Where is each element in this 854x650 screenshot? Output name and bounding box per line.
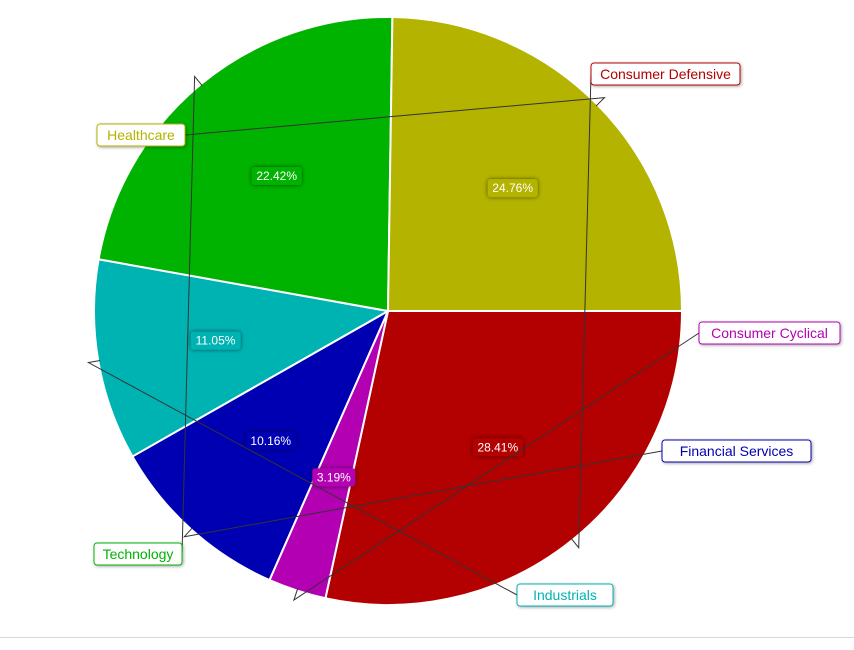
percentage-labels-layer: 28.41% 3.19% 10.16% 11.05% 22.42% 24.76% (190, 166, 538, 487)
bottom-divider (0, 637, 854, 638)
pie-percent-label-bg (190, 331, 241, 350)
pie-category-label: Industrials (533, 587, 597, 603)
pie-percent-label-bg (245, 431, 296, 450)
pie-leader-line (570, 73, 592, 550)
pie-percent-label-financial-services: 10.16% (245, 431, 296, 450)
pie-percent-label-bg (487, 179, 538, 198)
pie-category-label: Technology (103, 546, 174, 562)
pie-category-label: Consumer Defensive (600, 66, 731, 82)
pie-callout-healthcare: Healthcare (96, 97, 606, 147)
pie-percent-text: 3.19% (317, 470, 351, 484)
pie-callout-box (93, 542, 183, 566)
pie-percent-text: 28.41% (477, 440, 518, 454)
pie-callout-industrials: Industrials (86, 359, 614, 607)
pie-category-label: Healthcare (107, 127, 175, 143)
pie-percent-label-consumer-defensive: 28.41% (472, 438, 523, 457)
pie-slice-healthcare[interactable] (386, 16, 684, 312)
pie-callout-technology: Technology (93, 75, 203, 566)
pie-callout-box (698, 321, 841, 345)
pie-callout-box (516, 583, 614, 607)
pie-leader-line (184, 97, 606, 136)
slices-layer (93, 16, 684, 606)
pie-callout-consumer-defensive: Consumer Defensive (570, 62, 741, 550)
pie-percent-label-technology: 22.42% (251, 166, 302, 185)
pie-category-label: Financial Services (680, 443, 794, 459)
pie-leader-line (292, 332, 700, 602)
pie-callout-financial-services: Financial Services (182, 439, 812, 538)
pie-category-label: Consumer Cyclical (711, 325, 828, 341)
pie-leader-line (182, 450, 663, 538)
pie-percent-text: 22.42% (256, 169, 297, 183)
pie-percent-label-bg (472, 438, 523, 457)
callout-labels-layer: Consumer Defensive Consumer Cyclical Finan… (86, 62, 841, 607)
pie-callout-consumer-cyclical: Consumer Cyclical (292, 321, 841, 602)
pie-percent-label-industrials: 11.05% (190, 331, 241, 350)
pie-percent-text: 10.16% (250, 434, 291, 448)
pie-percent-text: 11.05% (196, 334, 236, 348)
pie-percent-label-healthcare: 24.76% (487, 179, 538, 198)
pie-slice-technology[interactable] (97, 16, 394, 313)
pie-callout-box (96, 123, 186, 147)
pie-leader-line (181, 75, 203, 555)
pie-percent-label-consumer-cyclical: 3.19% (312, 468, 356, 487)
pie-percent-label-bg (312, 468, 356, 487)
pie-percent-label-bg (251, 166, 302, 185)
pie-leader-line (86, 359, 518, 596)
pie-callout-box (661, 439, 812, 463)
pie-percent-text: 24.76% (492, 181, 533, 195)
pie-callout-box (590, 62, 741, 86)
